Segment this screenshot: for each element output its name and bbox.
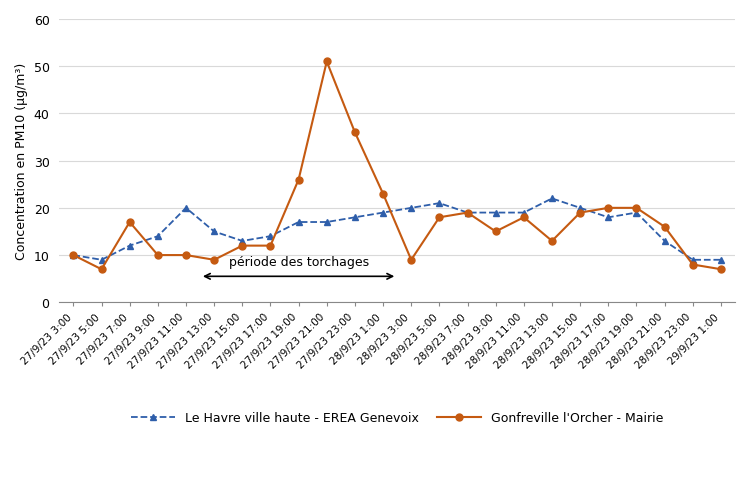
Legend: Le Havre ville haute - EREA Genevoix, Gonfreville l'Orcher - Mairie: Le Havre ville haute - EREA Genevoix, Go… <box>126 407 668 429</box>
Y-axis label: Concentration en PM10 (µg/m³): Concentration en PM10 (µg/m³) <box>15 63 28 260</box>
Text: période des torchages: période des torchages <box>229 255 369 268</box>
